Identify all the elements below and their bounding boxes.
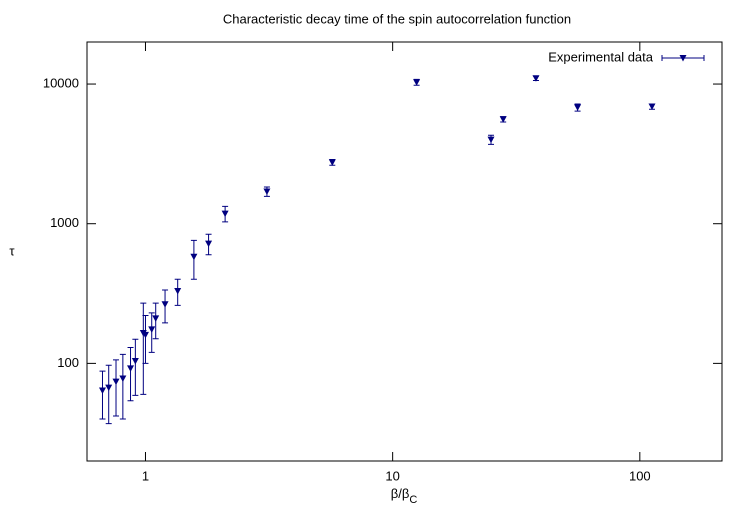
y-tick-label: 100 [57, 355, 79, 370]
data-point [105, 384, 113, 392]
data-point [148, 326, 156, 333]
error-bar [105, 364, 112, 425]
data-point [221, 210, 229, 218]
x-axis-label-main: β/β [391, 486, 410, 501]
data-point [112, 378, 120, 386]
data-point [205, 240, 213, 248]
chart-title: Characteristic decay time of the spin au… [223, 11, 571, 26]
data-point [532, 75, 540, 82]
error-bar [140, 302, 147, 395]
x-tick-label: 10 [385, 468, 399, 483]
error-bar [127, 346, 134, 402]
data-point [161, 301, 169, 308]
data-point [574, 104, 582, 111]
x-tick-label: 100 [629, 468, 651, 483]
data-point [648, 103, 656, 111]
data-point [141, 331, 149, 339]
plot-frame [86, 41, 723, 462]
x-axis-label: β/βC [391, 486, 418, 505]
legend-marker [679, 55, 687, 62]
data-point [499, 116, 507, 123]
x-axis-label-sub: C [409, 494, 417, 506]
data-point [98, 387, 106, 394]
data-point [119, 375, 127, 382]
data-point [174, 287, 182, 295]
error-bar [113, 359, 120, 417]
data-point [127, 365, 135, 372]
error-bar [119, 353, 126, 420]
y-tick-label: 1000 [50, 215, 79, 230]
data-point [190, 253, 198, 261]
legend-label: Experimental data [548, 49, 654, 64]
error-bar [99, 370, 106, 420]
data-point [152, 315, 160, 322]
error-bar [132, 338, 139, 396]
data-point [328, 159, 336, 166]
error-bar [142, 315, 149, 364]
data-point [413, 79, 421, 86]
data-point [131, 357, 139, 365]
x-tick-label: 1 [142, 468, 149, 483]
y-axis-label: τ [9, 243, 15, 258]
data-point [263, 188, 271, 196]
y-tick-label: 10000 [43, 75, 79, 90]
data-point [487, 136, 495, 144]
